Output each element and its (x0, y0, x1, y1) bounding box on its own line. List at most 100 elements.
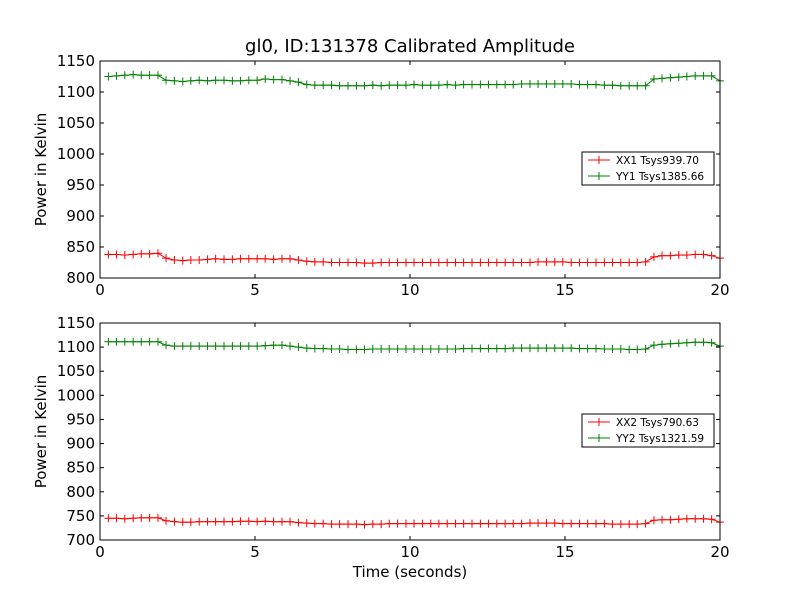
data-point (666, 515, 675, 524)
data-point (401, 81, 410, 90)
data-point (600, 345, 609, 354)
data-point (344, 81, 352, 90)
data-point (228, 342, 237, 351)
data-point (666, 73, 675, 82)
data-point (616, 520, 625, 529)
data-point (220, 76, 228, 85)
data-point (509, 519, 518, 528)
data-point (129, 70, 138, 79)
data-point (170, 342, 179, 351)
data-point (509, 344, 518, 353)
data-point (377, 258, 386, 267)
data-point (567, 79, 576, 88)
x-tick-label: 10 (400, 543, 419, 561)
data-point (253, 342, 262, 351)
legend-marker (595, 418, 603, 426)
data-point (550, 79, 559, 88)
data-point (682, 514, 691, 523)
data-point (244, 342, 253, 351)
data-point (162, 516, 171, 525)
data-point (418, 258, 427, 267)
data-point (691, 250, 700, 259)
data-point (244, 76, 253, 85)
data-point (261, 517, 270, 526)
data-point (244, 517, 253, 526)
legend-marker (595, 434, 603, 442)
data-point (558, 257, 567, 266)
y-tick-label: 1000 (57, 145, 95, 163)
data-point (302, 344, 311, 353)
data-point (451, 345, 460, 354)
data-point (186, 256, 195, 265)
data-point (443, 345, 452, 354)
data-point (484, 519, 493, 528)
data-point (360, 259, 369, 268)
data-point (583, 80, 592, 89)
data-point (162, 341, 171, 350)
data-point (633, 81, 642, 90)
data-point (459, 519, 468, 528)
data-point (393, 258, 402, 267)
data-point (153, 337, 162, 346)
y-tick-label: 700 (66, 531, 95, 549)
data-point (129, 514, 138, 523)
data-point (682, 72, 691, 81)
y-tick-label: 800 (66, 483, 95, 501)
series-2 (104, 337, 724, 354)
data-point (319, 257, 328, 266)
y-tick-label: 1100 (57, 338, 95, 356)
legend-label: YY2 Tsys1321.59 (615, 433, 704, 445)
data-point (195, 256, 204, 265)
data-point (558, 519, 567, 528)
data-point (220, 255, 228, 264)
data-point (178, 342, 187, 351)
data-point (699, 514, 708, 523)
data-point (616, 345, 625, 354)
data-point (443, 258, 452, 267)
data-point (451, 519, 460, 528)
data-point (525, 344, 534, 353)
data-point (699, 250, 708, 259)
x-tick-label: 5 (250, 543, 260, 561)
data-point (269, 255, 278, 264)
data-point (550, 344, 559, 353)
data-point (302, 519, 311, 528)
data-point (368, 259, 377, 268)
data-point (352, 81, 361, 90)
data-point (327, 258, 336, 267)
data-point (385, 258, 394, 267)
data-point (608, 345, 617, 354)
data-point (112, 514, 121, 523)
data-point (368, 81, 377, 90)
data-point (517, 344, 526, 353)
data-point (410, 80, 419, 89)
data-point (674, 251, 683, 260)
data-point (625, 81, 634, 90)
data-point (451, 258, 460, 267)
data-point (658, 515, 667, 524)
data-point (592, 80, 600, 89)
data-point (178, 77, 187, 86)
data-point (641, 345, 650, 354)
data-point (129, 337, 138, 346)
data-point (195, 517, 204, 526)
data-point (608, 258, 617, 267)
data-point (269, 75, 278, 84)
data-point (418, 519, 427, 528)
data-point (170, 517, 179, 526)
data-point (625, 520, 634, 529)
data-point (104, 250, 113, 259)
data-point (476, 519, 485, 528)
data-point (666, 339, 675, 348)
data-point (153, 249, 162, 258)
data-point (666, 251, 675, 260)
data-point (129, 250, 138, 259)
legend-label: XX1 Tsys939.70 (616, 155, 699, 167)
data-point (600, 81, 609, 90)
data-point (575, 519, 584, 528)
data-point (335, 81, 344, 90)
data-point (253, 517, 262, 526)
data-point (649, 516, 658, 525)
legend: XX1 Tsys939.70 YY1 Tsys1385.66 (581, 151, 715, 186)
